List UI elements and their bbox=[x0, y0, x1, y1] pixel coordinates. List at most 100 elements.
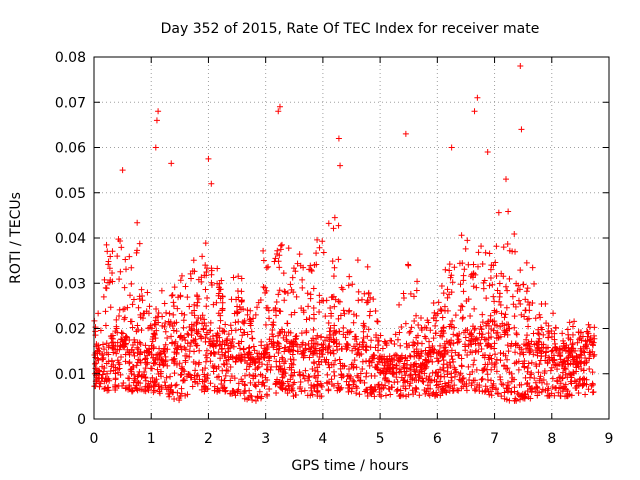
data-point bbox=[120, 341, 127, 348]
data-point bbox=[495, 209, 502, 216]
data-point bbox=[366, 362, 373, 369]
data-point bbox=[328, 312, 335, 319]
data-point bbox=[169, 323, 176, 330]
data-point bbox=[377, 367, 384, 374]
data-point bbox=[504, 342, 511, 349]
data-point bbox=[442, 266, 449, 273]
data-point bbox=[462, 347, 469, 354]
data-point bbox=[194, 372, 201, 379]
data-point bbox=[266, 353, 273, 360]
data-point bbox=[181, 311, 188, 318]
data-point bbox=[346, 273, 353, 280]
data-point bbox=[99, 350, 106, 357]
data-point bbox=[465, 363, 472, 370]
data-point bbox=[316, 361, 323, 368]
data-point bbox=[513, 280, 520, 287]
data-point bbox=[512, 349, 519, 356]
data-point bbox=[536, 345, 543, 352]
data-point bbox=[215, 363, 222, 370]
data-point bbox=[194, 299, 201, 306]
data-point bbox=[577, 351, 584, 358]
data-point bbox=[360, 328, 367, 335]
data-point bbox=[124, 304, 131, 311]
data-point bbox=[335, 135, 342, 142]
data-point bbox=[329, 258, 336, 265]
data-point bbox=[104, 370, 111, 377]
data-point bbox=[340, 324, 347, 331]
data-point bbox=[126, 382, 133, 389]
data-point bbox=[471, 357, 478, 364]
data-point bbox=[147, 378, 154, 385]
data-point bbox=[178, 346, 185, 353]
data-point bbox=[467, 273, 474, 280]
data-point bbox=[583, 341, 590, 348]
data-point bbox=[297, 378, 304, 385]
data-point bbox=[484, 371, 491, 378]
data-point bbox=[538, 388, 545, 395]
data-point bbox=[498, 270, 505, 277]
data-point bbox=[546, 355, 553, 362]
data-point bbox=[196, 347, 203, 354]
data-point bbox=[259, 361, 266, 368]
data-point bbox=[125, 375, 132, 382]
data-point bbox=[97, 327, 104, 334]
data-point bbox=[259, 372, 266, 379]
data-point bbox=[282, 385, 289, 392]
data-point bbox=[277, 379, 284, 386]
data-point bbox=[408, 324, 415, 331]
data-point bbox=[284, 290, 291, 297]
data-point bbox=[407, 290, 414, 297]
data-point bbox=[431, 309, 438, 316]
data-point bbox=[452, 366, 459, 373]
data-point bbox=[451, 324, 458, 331]
data-point bbox=[478, 346, 485, 353]
data-point bbox=[378, 393, 385, 400]
data-point bbox=[561, 365, 568, 372]
data-point bbox=[247, 322, 254, 329]
data-point bbox=[234, 309, 241, 316]
data-point bbox=[215, 387, 222, 394]
data-point bbox=[370, 296, 377, 303]
data-point bbox=[170, 327, 177, 334]
data-point bbox=[560, 337, 567, 344]
data-point bbox=[182, 337, 189, 344]
data-point bbox=[578, 359, 585, 366]
data-point bbox=[459, 315, 466, 322]
data-point bbox=[509, 248, 516, 255]
data-point bbox=[291, 379, 298, 386]
data-point bbox=[337, 385, 344, 392]
data-point bbox=[105, 342, 112, 349]
y-tick-label: 0 bbox=[77, 412, 86, 428]
data-point bbox=[524, 298, 531, 305]
data-point bbox=[388, 337, 395, 344]
data-point bbox=[416, 369, 423, 376]
data-point bbox=[421, 324, 428, 331]
data-point bbox=[585, 386, 592, 393]
data-point bbox=[237, 326, 244, 333]
data-point bbox=[102, 385, 109, 392]
data-point bbox=[201, 373, 208, 380]
data-point bbox=[235, 354, 242, 361]
data-point bbox=[303, 328, 310, 335]
data-point bbox=[463, 387, 470, 394]
data-point bbox=[482, 361, 489, 368]
data-point bbox=[481, 277, 488, 284]
data-point bbox=[337, 312, 344, 319]
data-point bbox=[332, 357, 339, 364]
data-point bbox=[107, 253, 114, 260]
data-point bbox=[511, 324, 518, 331]
data-point bbox=[478, 376, 485, 383]
data-point bbox=[400, 290, 407, 297]
data-point bbox=[109, 278, 116, 285]
data-point bbox=[537, 314, 544, 321]
data-point bbox=[418, 350, 425, 357]
data-point bbox=[316, 354, 323, 361]
data-point bbox=[121, 284, 128, 291]
data-point bbox=[371, 393, 378, 400]
data-point bbox=[471, 305, 478, 312]
data-point bbox=[266, 357, 273, 364]
data-point bbox=[440, 290, 447, 297]
data-point bbox=[287, 281, 294, 288]
data-point bbox=[191, 307, 198, 314]
data-point bbox=[105, 384, 112, 391]
